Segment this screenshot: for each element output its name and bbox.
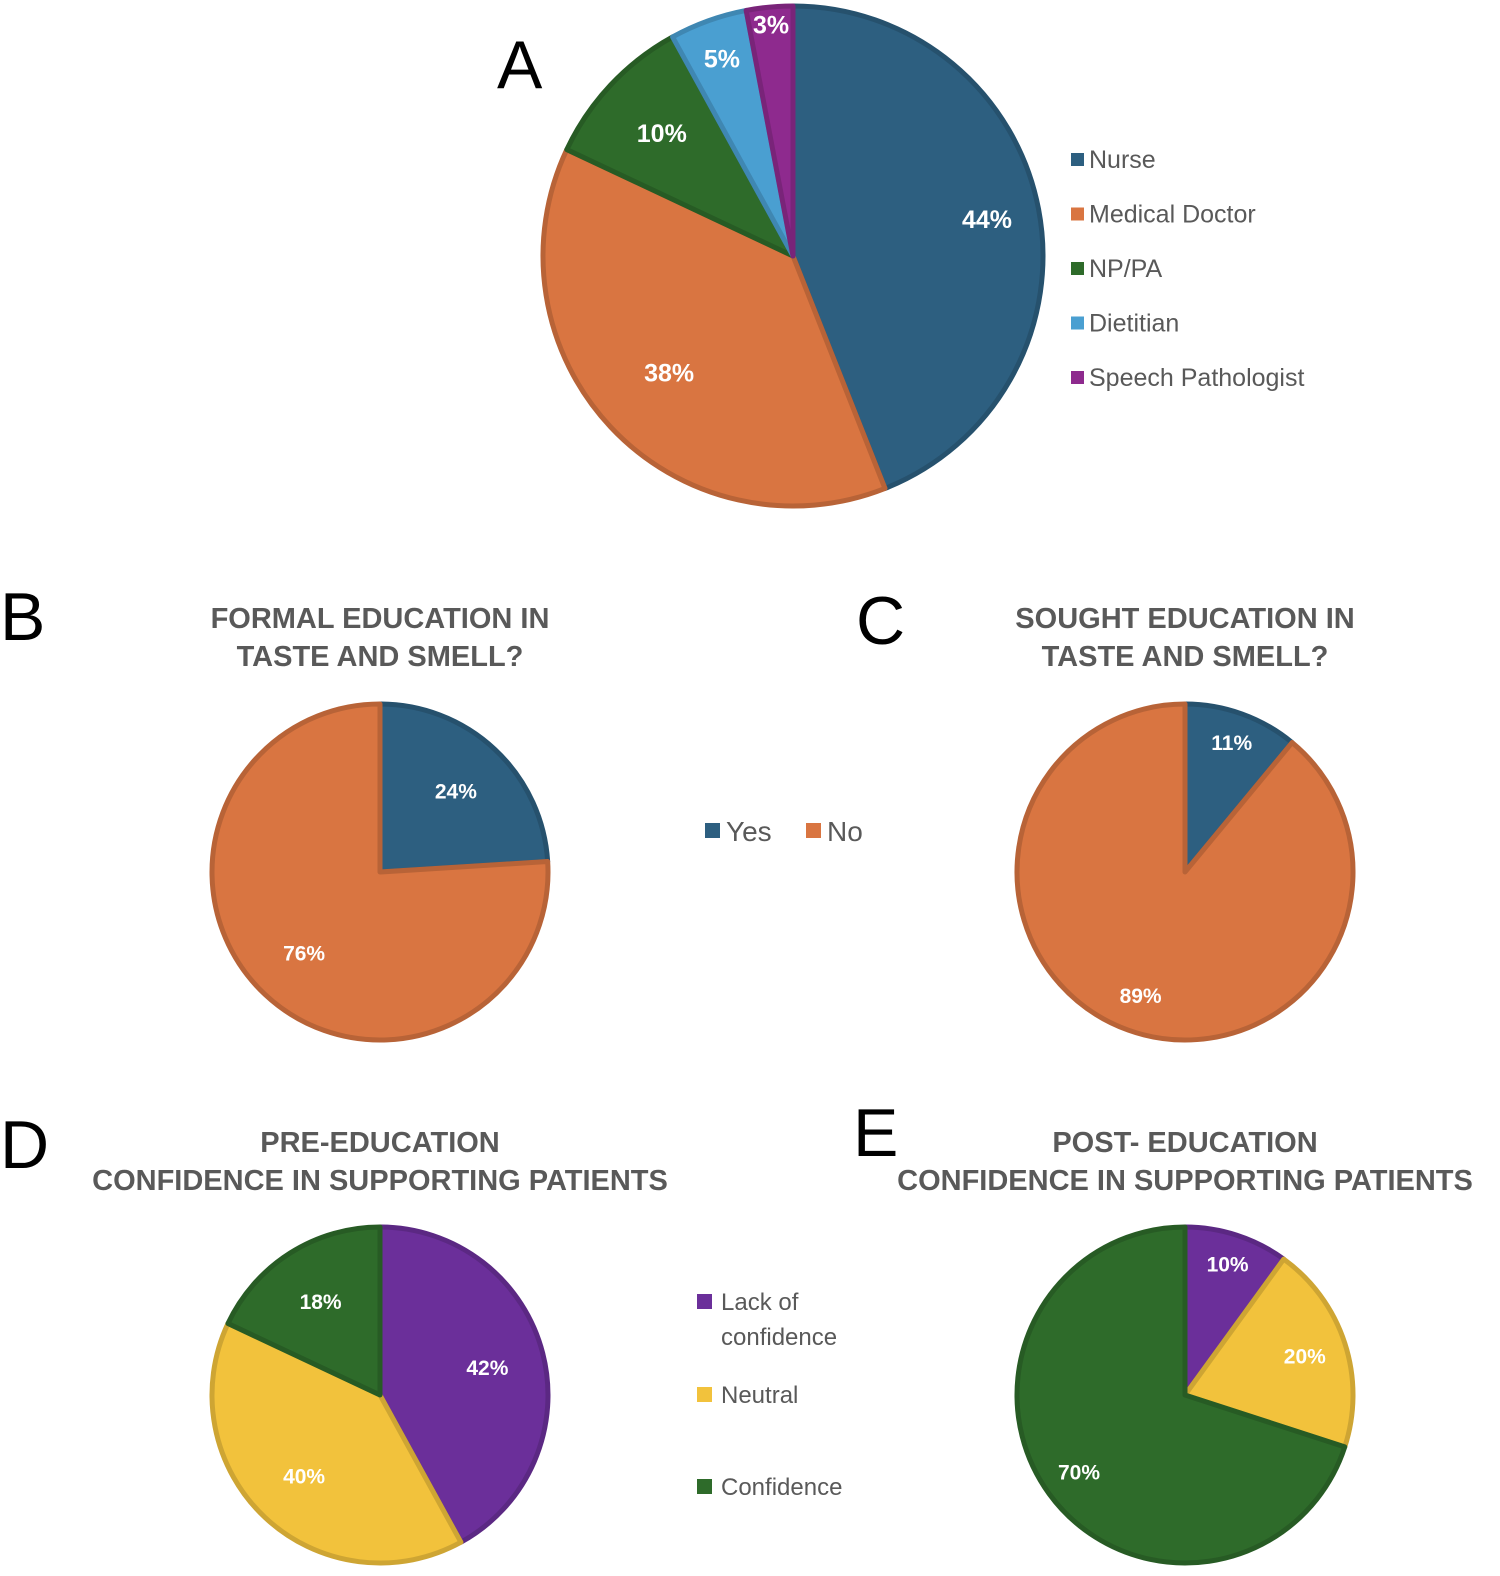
pie-slice-medical-doctor xyxy=(540,147,888,509)
legend-swatch xyxy=(806,823,821,838)
chart-title-line: CONFIDENCE IN SUPPORTING PATIENTS xyxy=(92,1165,668,1197)
pie-chart-e: E POST- EDUCATION CONFIDENCE IN SUPPORTING… xyxy=(853,1095,1473,1566)
legend-swatch xyxy=(697,1294,712,1309)
legend-swatch xyxy=(1071,371,1084,384)
legend-label: Lack of xyxy=(721,1289,799,1316)
legend-label: Dietitian xyxy=(1089,310,1179,338)
pie-slice-lack-of-confidence xyxy=(377,1224,551,1545)
panel-letter-b: B xyxy=(0,579,45,655)
chart-title-line: PRE-EDUCATION xyxy=(260,1127,500,1159)
legend-label: NP/PA xyxy=(1089,255,1162,283)
pie-slice-speech-pathologist xyxy=(743,3,796,259)
chart-title-line: FORMAL EDUCATION IN xyxy=(211,603,550,635)
data-label: 24% xyxy=(435,781,477,804)
data-label: 3% xyxy=(753,12,789,40)
legend-de: Lack of confidence Neutral Confidence xyxy=(697,1289,842,1501)
pie-slice-confidence xyxy=(1014,1224,1348,1566)
legend-label: Medical Doctor xyxy=(1089,201,1256,229)
panel-letter-a: A xyxy=(497,27,543,103)
pie-chart-c: C SOUGHT EDUCATION IN TASTE AND SMELL? 11% 8… xyxy=(856,583,1356,1043)
legend-label: Confidence xyxy=(721,1474,842,1501)
legend-swatch xyxy=(1071,316,1084,330)
data-label: 10% xyxy=(637,120,687,148)
pie-slice-lack-of-confidence xyxy=(1182,1224,1287,1398)
data-label: 44% xyxy=(962,206,1012,234)
pie-chart-d: D PRE-EDUCATION CONFIDENCE IN SUPPORTING P… xyxy=(0,1107,668,1566)
data-label: 10% xyxy=(1207,1254,1249,1277)
legend-a: Nurse Medical Doctor NP/PA Dietitian Speech … xyxy=(1071,146,1304,392)
data-label: 89% xyxy=(1120,985,1162,1008)
legend-label: confidence xyxy=(721,1324,837,1351)
data-label: 70% xyxy=(1058,1462,1100,1485)
pie-slice-neutral xyxy=(209,1320,464,1566)
legend-swatch xyxy=(697,1387,712,1402)
legend-label: Nurse xyxy=(1089,146,1156,174)
data-label: 5% xyxy=(704,45,740,73)
pie-slice-nurse xyxy=(790,3,1046,491)
legend-swatch xyxy=(705,823,720,838)
chart-title-line: SOUGHT EDUCATION IN xyxy=(1015,603,1354,635)
pie-slice-np-pa xyxy=(564,34,796,259)
data-label: 18% xyxy=(300,1291,342,1314)
data-label: 20% xyxy=(1284,1346,1326,1369)
pie-slice-neutral xyxy=(1182,1256,1356,1450)
data-label: 11% xyxy=(1211,732,1252,755)
legend-swatch xyxy=(1071,153,1084,166)
legend-label: Yes xyxy=(726,816,772,847)
panel-letter-d: D xyxy=(0,1107,49,1183)
legend-label: Speech Pathologist xyxy=(1089,364,1304,392)
legend-bc: Yes No xyxy=(705,816,863,847)
data-label: 40% xyxy=(283,1465,325,1488)
legend-swatch xyxy=(1071,207,1084,221)
legend-swatch xyxy=(697,1479,712,1494)
data-label: 76% xyxy=(283,942,325,965)
legend-label: No xyxy=(827,816,863,847)
chart-title-line: TASTE AND SMELL? xyxy=(237,641,524,673)
legend-label: Neutral xyxy=(721,1382,798,1409)
pie-slice-no xyxy=(209,701,551,1043)
pie-slice-yes xyxy=(377,701,551,875)
pie-slice-no xyxy=(1014,701,1356,1043)
chart-title-line: POST- EDUCATION xyxy=(1052,1127,1317,1159)
data-label: 38% xyxy=(644,359,694,387)
pie-slice-yes xyxy=(1182,701,1295,875)
chart-title-line: TASTE AND SMELL? xyxy=(1042,641,1329,673)
chart-title-line: CONFIDENCE IN SUPPORTING PATIENTS xyxy=(897,1165,1473,1197)
panel-letter-e: E xyxy=(853,1095,898,1171)
pie-chart-a: A 44% 38% 10% 5% 3% xyxy=(497,3,1046,509)
data-label: 42% xyxy=(466,1357,508,1380)
pie-chart-b: B FORMAL EDUCATION IN TASTE AND SMELL? 24% 7… xyxy=(0,579,551,1043)
panel-letter-c: C xyxy=(856,583,905,659)
legend-swatch xyxy=(1071,262,1084,275)
pie-slice-confidence xyxy=(225,1224,383,1398)
